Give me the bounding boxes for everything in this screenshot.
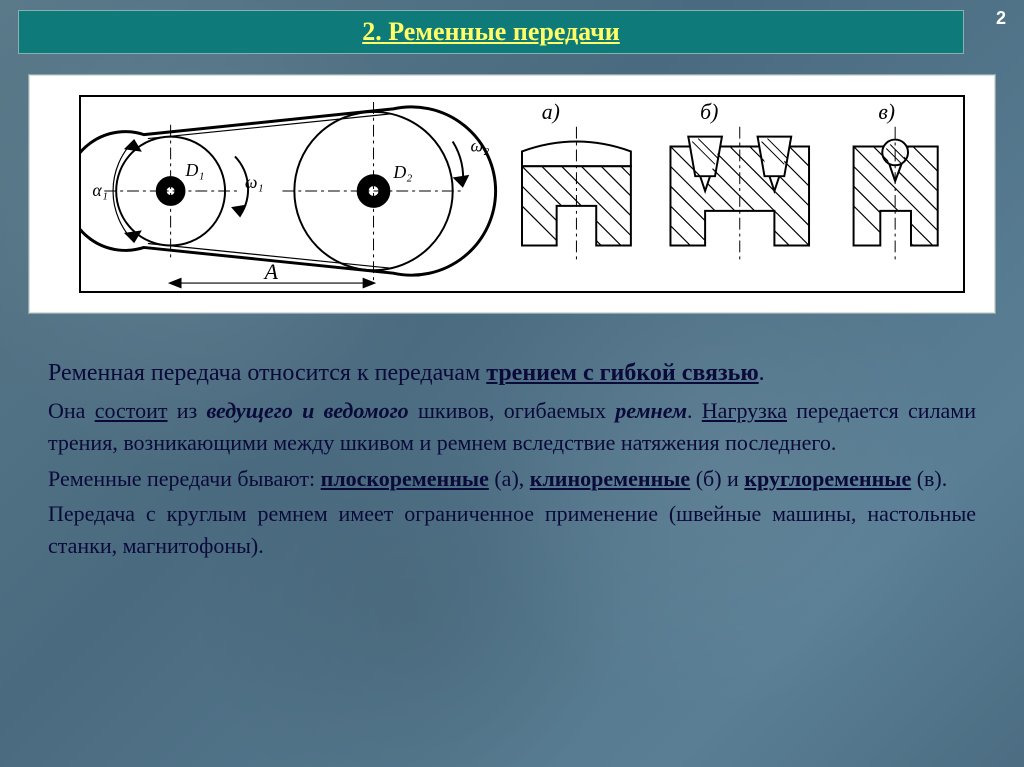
label-omega1: ω₁ [245, 172, 264, 192]
t-p2h: Нагрузка [702, 398, 787, 423]
t-p3d: клиноременные [530, 466, 690, 491]
page-number: 2 [996, 8, 1006, 29]
label-alpha: α₁ [92, 180, 108, 200]
slide-title: 2. Ременные передачи [362, 17, 620, 47]
t-p3a: Ременные передачи бывают: [48, 466, 321, 491]
t-p2f: ремнем [615, 398, 687, 423]
label-a: A [263, 260, 279, 284]
belt-drive-diagram: D₁ D₂ α₁ ω₁ ω₂ A а) [79, 95, 965, 293]
t-p1b: трением с гибкой связью [486, 360, 758, 386]
label-omega2: ω₂ [471, 135, 490, 155]
label-d1: D₁ [184, 160, 204, 180]
title-bar: 2. Ременные передачи [18, 10, 964, 54]
t-p3b: плоскоременные [321, 466, 489, 491]
t-p3f: круглоременные [744, 466, 911, 491]
section-label-a: а) [542, 100, 560, 124]
diagram-panel: D₁ D₂ α₁ ω₁ ω₂ A а) [28, 74, 996, 314]
t-p1a: Ременная передача относится к передачам [48, 360, 486, 386]
t-p2c: из [168, 398, 207, 423]
t-p3e: (б) и [690, 466, 744, 491]
body-text: Ременная передача относится к передачам … [28, 340, 996, 739]
section-label-v: в) [878, 100, 895, 124]
t-p3c: (а), [489, 466, 530, 491]
t-p2e: шкивов, огибаемых [409, 398, 616, 423]
t-p4: Передача с круглым ремнем имеет ограниче… [48, 498, 976, 562]
label-d2: D₂ [392, 162, 412, 182]
t-p1c: . [759, 360, 765, 386]
section-label-b: б) [700, 100, 718, 124]
t-p2g: . [687, 398, 702, 423]
t-p2d: ведущего и ведомого [207, 398, 409, 423]
t-p3g: (в). [911, 466, 947, 491]
t-p2b: состоит [95, 398, 168, 423]
t-p2a: Она [48, 398, 95, 423]
